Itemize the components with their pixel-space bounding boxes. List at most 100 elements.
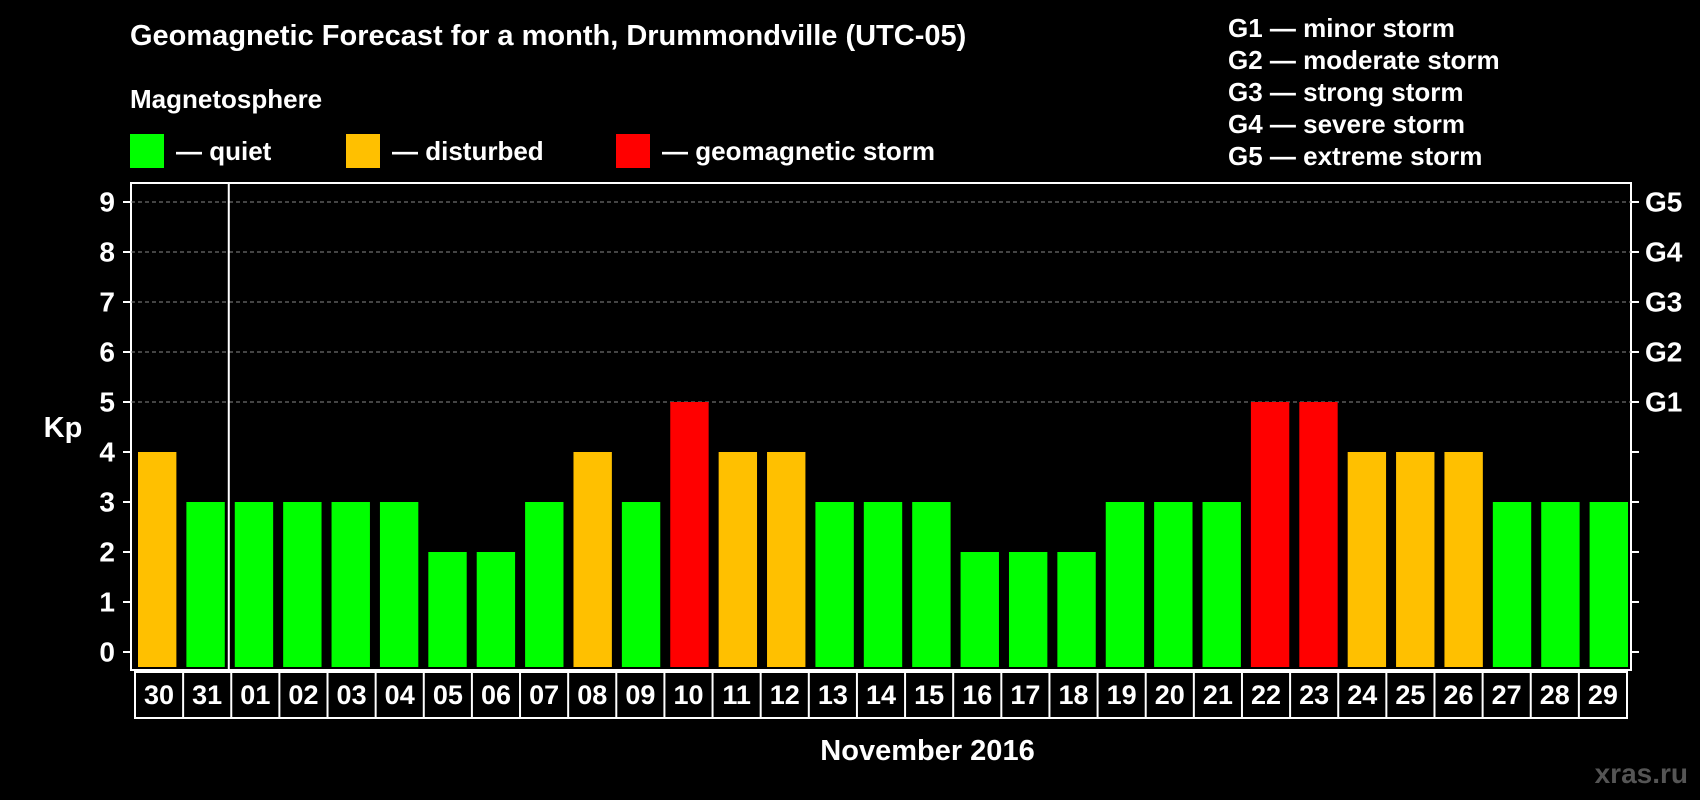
bar-30 [138,452,177,667]
x-tick-label-10: 10 [673,680,703,710]
legend-label-disturbed: — disturbed [392,135,544,166]
x-tick-label-01: 01 [240,680,270,710]
x-tick-label-14: 14 [866,680,896,710]
bar-29 [1589,502,1628,667]
chart-title: Geomagnetic Forecast for a month, Drummo… [130,20,967,52]
x-tick-label-16: 16 [962,680,992,710]
x-tick-label-03: 03 [337,680,367,710]
bar-20 [1154,502,1193,667]
bar-10 [670,402,709,667]
x-tick-label-31: 31 [192,680,222,710]
x-tick-label-25: 25 [1395,680,1425,710]
bar-15 [912,502,951,667]
x-tick-label-11: 11 [722,680,751,710]
y-tick-label-4: 4 [99,437,115,468]
bar-11 [718,452,758,667]
watermark: xras.ru [1594,758,1688,789]
storm-scale-g3: G3 — strong storm [1228,77,1464,107]
storm-level-label-g1: G1 [1645,387,1682,418]
bar-05 [428,552,467,667]
x-tick-label-02: 02 [288,680,318,710]
bar-27 [1492,502,1532,667]
y-tick-label-1: 1 [99,587,115,618]
storm-scale-g5: G5 — extreme storm [1228,141,1483,171]
x-tick-label-12: 12 [770,680,800,710]
legend-item-disturbed: — disturbed [346,134,544,168]
bar-17 [1008,552,1048,667]
storm-scale-g1: G1 — minor storm [1228,13,1455,43]
legend-item-storm: — geomagnetic storm [616,134,935,168]
bar-03 [331,502,370,667]
bar-13 [815,502,854,667]
x-tick-label-18: 18 [1058,680,1088,710]
x-tick-label-15: 15 [914,680,944,710]
category-label-frame [134,671,1628,719]
x-tick-label-29: 29 [1588,680,1618,710]
x-tick-label-13: 13 [818,680,848,710]
bar-14 [863,502,903,667]
bar-26 [1444,452,1483,667]
storm-level-label-g4: G4 [1645,237,1683,268]
bar-06 [476,552,516,667]
x-tick-label-19: 19 [1107,680,1137,710]
x-axis-label: November 2016 [820,735,1035,767]
x-tick-label-24: 24 [1347,680,1377,710]
x-tick-label-20: 20 [1155,680,1185,710]
x-tick-label-27: 27 [1492,680,1522,710]
plot-frame [130,182,1632,671]
x-tick-label-05: 05 [433,680,463,710]
bar-24 [1347,452,1387,667]
x-tick-label-26: 26 [1444,680,1474,710]
x-tick-label-06: 06 [481,680,511,710]
y-tick-label-0: 0 [99,637,115,668]
bar-07 [525,502,564,667]
bar-21 [1202,502,1241,667]
y-tick-label-5: 5 [99,387,115,418]
bar-16 [960,552,999,667]
storm-level-label-g2: G2 [1645,337,1682,368]
legend-swatch-disturbed [346,134,380,168]
x-tick-label-28: 28 [1540,680,1570,710]
bar-02 [283,502,322,667]
bar-12 [767,452,806,667]
bar-09 [621,502,661,667]
x-tick-label-07: 07 [529,680,559,710]
x-tick-label-22: 22 [1251,680,1281,710]
legend-swatch-storm [616,134,650,168]
legend-item-quiet: — quiet [130,134,271,168]
bar-18 [1057,552,1096,667]
legend-heading: Magnetosphere [130,84,323,114]
bar-22 [1250,402,1290,667]
x-tick-label-09: 09 [625,680,655,710]
legend-swatch-quiet [130,134,164,168]
bar-19 [1105,502,1145,667]
bar-25 [1396,452,1435,667]
y-tick-label-7: 7 [99,287,115,318]
y-tick-label-6: 6 [99,337,115,368]
storm-scale-legend: G1 — minor storm G2 — moderate storm G3 … [1228,12,1500,172]
bar-04 [379,502,419,667]
y-tick-label-3: 3 [99,487,115,518]
x-tick-label-08: 08 [577,680,607,710]
bar-31 [186,502,225,667]
x-tick-label-23: 23 [1299,680,1329,710]
bar-28 [1541,502,1580,667]
x-tick-label-30: 30 [144,680,174,710]
storm-level-label-g5: G5 [1645,187,1682,218]
x-tick-label-21: 21 [1203,680,1233,710]
x-tick-label-17: 17 [1010,680,1040,710]
x-tick-label-04: 04 [385,680,415,710]
legend-label-storm: — geomagnetic storm [662,135,936,166]
bar-23 [1299,402,1338,667]
legend-label-quiet: — quiet [176,135,272,166]
storm-scale-g2: G2 — moderate storm [1228,45,1500,75]
y-tick-label-8: 8 [99,237,115,268]
storm-level-label-g3: G3 [1645,287,1682,318]
bar-08 [573,452,612,667]
y-tick-label-2: 2 [99,537,115,568]
y-tick-label-9: 9 [99,187,115,218]
storm-scale-g4: G4 — severe storm [1228,109,1466,139]
bar-01 [234,502,274,667]
y-axis-label: Kp [44,412,83,444]
